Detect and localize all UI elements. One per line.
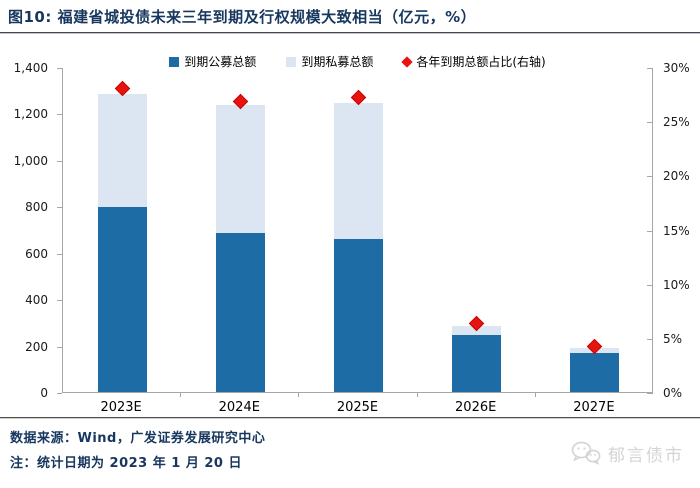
y-axis-tick-label-right: 0% bbox=[663, 386, 683, 400]
watermark-label: 郁言债市 bbox=[608, 445, 684, 466]
y-axis-tick-left bbox=[57, 346, 62, 348]
y-axis-tick-label-left: 200 bbox=[25, 339, 48, 354]
legend-item-2: 到期私募总额 bbox=[286, 53, 373, 70]
legend-item-3: 各年到期总额占比(右轴) bbox=[401, 53, 546, 70]
y-axis-tick-right bbox=[647, 230, 653, 232]
bar-public-2024E bbox=[215, 232, 265, 392]
bar-chart: 到期公募总额 到期私募总额 各年到期总额占比(右轴) 1,400 1,200 1,000… bbox=[0, 40, 700, 417]
y-axis-tick-left bbox=[57, 207, 62, 209]
x-axis-category-label: 2023E bbox=[100, 400, 142, 415]
y-axis-tick-label-right: 25% bbox=[663, 115, 690, 130]
x-axis-tick bbox=[180, 393, 182, 397]
y-axis-tick-label-right: 15% bbox=[663, 223, 690, 238]
y-axis-tick-label-left: 600 bbox=[25, 246, 48, 261]
x-axis-tick bbox=[416, 393, 418, 397]
watermark: 郁言债市 bbox=[570, 440, 684, 466]
y-axis-tick-left bbox=[57, 68, 62, 69]
bar-public-2027E bbox=[570, 352, 620, 392]
bar-public-2026E bbox=[452, 335, 502, 392]
stat-date-note: 注：统计日期为 2023 年 1 月 20 日 bbox=[10, 456, 242, 471]
data-source-text: 数据来源：Wind，广发证券发展研究中心 bbox=[10, 431, 266, 446]
chart-legend: 到期公募总额 到期私募总额 各年到期总额占比(右轴) bbox=[62, 53, 653, 70]
y-axis-tick-label-right: 20% bbox=[663, 169, 690, 184]
y-axis-tick-label-left: 800 bbox=[25, 200, 48, 215]
x-axis-category-label: 2025E bbox=[336, 400, 379, 415]
y-axis-tick-left bbox=[57, 160, 62, 162]
x-axis-category-label: 2024E bbox=[218, 400, 260, 415]
y-axis-tick-label-right: 10% bbox=[663, 277, 690, 292]
y-axis-tick-right bbox=[647, 122, 653, 124]
figure-bottom-rule bbox=[0, 417, 700, 419]
legend-square-marker bbox=[286, 56, 297, 67]
y-axis-tick-right bbox=[647, 68, 653, 69]
legend-label: 各年到期总额占比(右轴) bbox=[416, 55, 546, 69]
y-axis-tick-left bbox=[57, 300, 62, 302]
title-rule bbox=[0, 32, 700, 34]
legend-square-marker bbox=[169, 56, 180, 67]
y-axis-tick-left bbox=[57, 393, 62, 394]
bar-public-2025E bbox=[334, 238, 383, 392]
y-axis-tick-label-left: 0 bbox=[40, 386, 48, 400]
y-axis-tick-label-left: 1,400 bbox=[13, 61, 48, 75]
plot-area bbox=[62, 68, 653, 393]
legend-label: 到期公募总额 bbox=[184, 55, 257, 69]
y-axis-tick-label-left: 1,000 bbox=[13, 153, 48, 168]
wechat-logo-icon bbox=[570, 440, 602, 466]
y-axis-tick-left bbox=[57, 253, 62, 255]
legend-label: 到期私募总额 bbox=[301, 55, 374, 69]
y-axis-tick-label-left: 400 bbox=[25, 293, 48, 308]
legend-diamond-marker bbox=[401, 55, 413, 68]
bar-public-2023E bbox=[97, 207, 147, 392]
y-axis-tick-left bbox=[57, 114, 62, 116]
y-axis-tick-right bbox=[647, 284, 653, 286]
y-axis-tick-right bbox=[647, 393, 653, 394]
legend-item-1: 到期公募总额 bbox=[169, 53, 256, 70]
x-axis-tick bbox=[534, 393, 536, 397]
y-axis-tick-label-left: 1,200 bbox=[13, 107, 48, 122]
y-axis-tick-label-right: 5% bbox=[663, 331, 683, 346]
y-axis-tick-label-right: 30% bbox=[663, 61, 690, 75]
x-axis-category-label: 2027E bbox=[573, 400, 615, 415]
x-axis-category-label: 2026E bbox=[455, 400, 497, 415]
figure-title: 图10: 福建省城投债未来三年到期及行权规模大致相当（亿元，%） bbox=[8, 8, 477, 26]
x-axis-tick bbox=[298, 393, 300, 397]
y-axis-tick-right bbox=[647, 176, 653, 178]
y-axis-tick-right bbox=[647, 338, 653, 340]
